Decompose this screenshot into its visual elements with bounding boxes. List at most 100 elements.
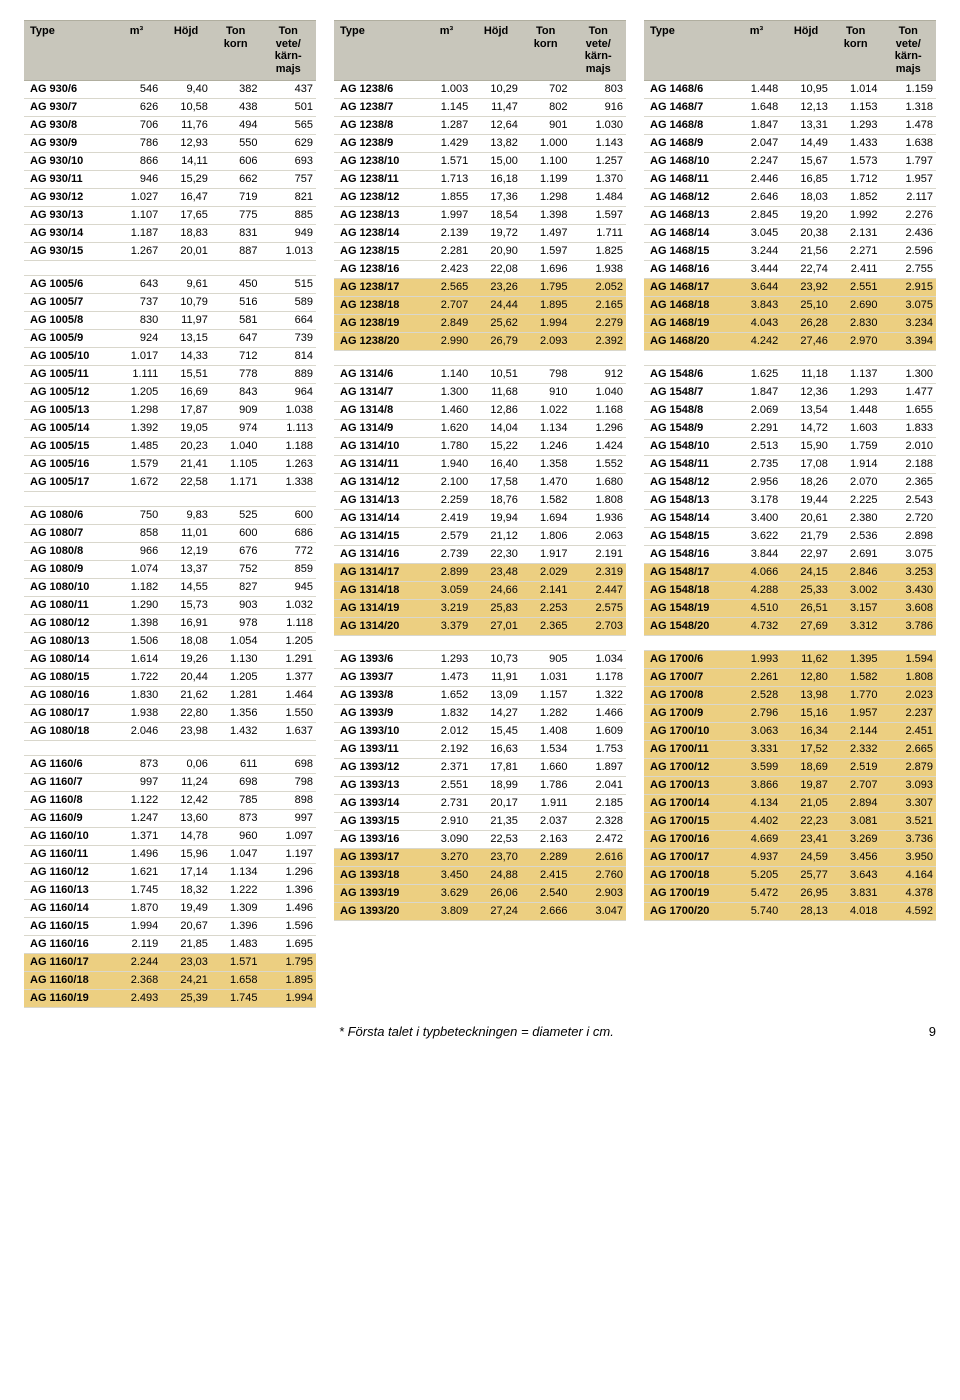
value-cell: 611: [211, 755, 261, 773]
value-cell: 2.279: [570, 314, 626, 332]
value-cell: 3.234: [880, 314, 936, 332]
table-row: AG 1468/204.24227,462.9703.394: [644, 332, 936, 350]
type-cell: AG 1080/11: [24, 596, 112, 614]
value-cell: 1.658: [211, 971, 261, 989]
table-row: AG 1468/163.44422,742.4112.755: [644, 260, 936, 278]
value-cell: 1.694: [521, 509, 571, 527]
type-cell: AG 1700/11: [644, 740, 732, 758]
value-cell: 606: [211, 152, 261, 170]
value-cell: 26,79: [471, 332, 521, 350]
value-cell: 450: [211, 275, 261, 293]
value-cell: 1.300: [422, 383, 472, 401]
spacer-row: [24, 740, 316, 755]
value-cell: 25,62: [471, 314, 521, 332]
value-cell: 698: [211, 773, 261, 791]
value-cell: 873: [211, 809, 261, 827]
table-row: AG 1700/72.26112,801.5821.808: [644, 668, 936, 686]
table-row: AG 1548/143.40020,612.3802.720: [644, 509, 936, 527]
table-row: AG 1393/152.91021,352.0372.328: [334, 812, 626, 830]
value-cell: 2.898: [880, 527, 936, 545]
type-cell: AG 1160/17: [24, 953, 112, 971]
table-row: AG 1548/133.17819,442.2252.543: [644, 491, 936, 509]
type-cell: AG 1700/17: [644, 848, 732, 866]
spec-table-2: Typem³HöjdTonkornTonvete/kärn-majsAG 123…: [334, 20, 626, 921]
value-cell: 1.140: [422, 365, 472, 383]
value-cell: 905: [521, 650, 571, 668]
col-header-0: Type: [24, 21, 112, 81]
value-cell: 786: [112, 134, 162, 152]
table-row: AG 1468/61.44810,951.0141.159: [644, 80, 936, 98]
type-cell: AG 1468/9: [644, 134, 732, 152]
value-cell: 909: [211, 401, 261, 419]
value-cell: 1.153: [831, 98, 881, 116]
type-cell: AG 1314/8: [334, 401, 422, 419]
type-cell: AG 1548/15: [644, 527, 732, 545]
type-cell: AG 1005/16: [24, 455, 112, 473]
table-row: AG 1160/91.24713,60873997: [24, 809, 316, 827]
type-cell: AG 1005/6: [24, 275, 112, 293]
value-cell: 1.296: [260, 863, 316, 881]
value-cell: 19,05: [161, 419, 211, 437]
value-cell: 1.938: [570, 260, 626, 278]
value-cell: 3.379: [422, 617, 472, 635]
value-cell: 10,29: [471, 80, 521, 98]
type-cell: AG 1393/17: [334, 848, 422, 866]
value-cell: 1.054: [211, 632, 261, 650]
value-cell: 1.171: [211, 473, 261, 491]
value-cell: 1.655: [880, 401, 936, 419]
table-row: AG 1160/182.36824,211.6581.895: [24, 971, 316, 989]
value-cell: 1.448: [732, 80, 782, 98]
value-cell: 1.993: [732, 650, 782, 668]
value-cell: 903: [211, 596, 261, 614]
value-cell: 1.040: [570, 383, 626, 401]
table-row: AG 1160/192.49325,391.7451.994: [24, 989, 316, 1007]
value-cell: 1.433: [831, 134, 881, 152]
value-cell: 1.795: [260, 953, 316, 971]
value-cell: 3.312: [831, 617, 881, 635]
table-row: AG 1005/151.48520,231.0401.188: [24, 437, 316, 455]
footer: * Första talet i typbeteckningen = diame…: [24, 1024, 936, 1039]
type-cell: AG 1314/15: [334, 527, 422, 545]
table-row: AG 1160/141.87019,491.3091.496: [24, 899, 316, 917]
table-row: AG 1393/203.80927,242.6663.047: [334, 902, 626, 920]
type-cell: AG 1238/16: [334, 260, 422, 278]
type-cell: AG 1548/19: [644, 599, 732, 617]
value-cell: 3.081: [831, 812, 881, 830]
value-cell: 2.646: [732, 188, 782, 206]
table-row: AG 1080/111.29015,739031.032: [24, 596, 316, 614]
value-cell: 3.400: [732, 509, 782, 527]
type-cell: AG 1005/13: [24, 401, 112, 419]
value-cell: 1.582: [831, 668, 881, 686]
type-cell: AG 1005/14: [24, 419, 112, 437]
value-cell: 1.603: [831, 419, 881, 437]
type-cell: AG 1160/7: [24, 773, 112, 791]
value-cell: 647: [211, 329, 261, 347]
value-cell: 1.408: [521, 722, 571, 740]
table-row: AG 1238/142.13919,721.4971.711: [334, 224, 626, 242]
value-cell: 15,45: [471, 722, 521, 740]
value-cell: 23,70: [471, 848, 521, 866]
value-cell: 13,54: [781, 401, 831, 419]
value-cell: 2.139: [422, 224, 472, 242]
table-row: AG 1468/81.84713,311.2931.478: [644, 116, 936, 134]
value-cell: 2.446: [732, 170, 782, 188]
value-cell: 2.392: [570, 332, 626, 350]
value-cell: 14,33: [161, 347, 211, 365]
value-cell: 945: [260, 578, 316, 596]
value-cell: 18,76: [471, 491, 521, 509]
table-row: AG 1314/183.05924,662.1412.447: [334, 581, 626, 599]
value-cell: 2.371: [422, 758, 472, 776]
value-cell: 12,42: [161, 791, 211, 809]
type-cell: AG 1160/12: [24, 863, 112, 881]
value-cell: 1.296: [570, 419, 626, 437]
value-cell: 2.493: [112, 989, 162, 1007]
table-row: AG 1700/174.93724,593.4563.950: [644, 848, 936, 866]
value-cell: 2.796: [732, 704, 782, 722]
value-cell: 2.665: [880, 740, 936, 758]
value-cell: 1.017: [112, 347, 162, 365]
value-cell: 21,41: [161, 455, 211, 473]
table-row: AG 1238/182.70724,441.8952.165: [334, 296, 626, 314]
value-cell: 1.940: [422, 455, 472, 473]
value-cell: 2.579: [422, 527, 472, 545]
table-row: AG 1314/203.37927,012.3652.703: [334, 617, 626, 635]
